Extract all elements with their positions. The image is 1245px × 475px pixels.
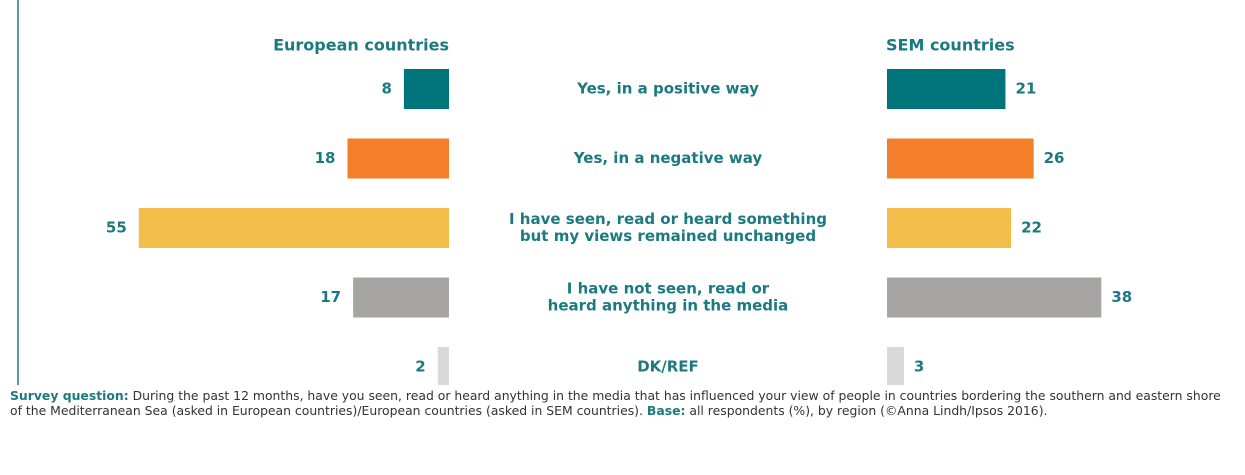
bar-left — [403, 69, 449, 109]
footnote-text: During the past 12 months, have you seen… — [10, 388, 1221, 418]
value-label: 2 — [415, 358, 425, 376]
footnote-label: Base: — [646, 402, 686, 418]
legend-left: European countries — [273, 36, 449, 55]
value-label: 38 — [1111, 288, 1132, 306]
category-label: DK/REF — [637, 358, 699, 376]
value-label: 18 — [315, 149, 336, 167]
category-label: heard anything in the media — [548, 297, 789, 315]
footnote-label: Survey question: — [10, 388, 129, 403]
category-label: but my views remained unchanged — [520, 227, 816, 245]
bar-right — [887, 277, 1102, 318]
chart: European countries SEM countries Yes, in… — [17, 0, 1132, 387]
category-label: Yes, in a negative way — [573, 149, 763, 167]
value-label: 17 — [320, 288, 341, 306]
value-label: 21 — [1015, 80, 1036, 98]
footnote: Survey question: During the past 12 mont… — [10, 388, 1235, 418]
bar-left — [437, 347, 449, 387]
bar-right — [887, 138, 1034, 179]
category-label: I have not seen, read or — [567, 280, 770, 298]
footnote-text: all respondents (%), by region (©Anna Li… — [689, 402, 1048, 418]
legend-right: SEM countries — [886, 36, 1015, 55]
value-label: 26 — [1044, 149, 1065, 167]
bar-left — [138, 208, 450, 248]
value-label: 3 — [914, 358, 924, 376]
category-label: Yes, in a positive way — [576, 80, 759, 98]
value-label: 55 — [106, 219, 127, 237]
category-label: I have seen, read or heard something — [509, 210, 827, 228]
value-label: 8 — [381, 80, 391, 98]
bar-right — [887, 69, 1006, 109]
bar-right — [887, 208, 1012, 248]
bar-right — [887, 347, 904, 387]
bar-left — [347, 138, 449, 179]
bar-left — [353, 277, 449, 318]
value-label: 22 — [1021, 219, 1042, 237]
